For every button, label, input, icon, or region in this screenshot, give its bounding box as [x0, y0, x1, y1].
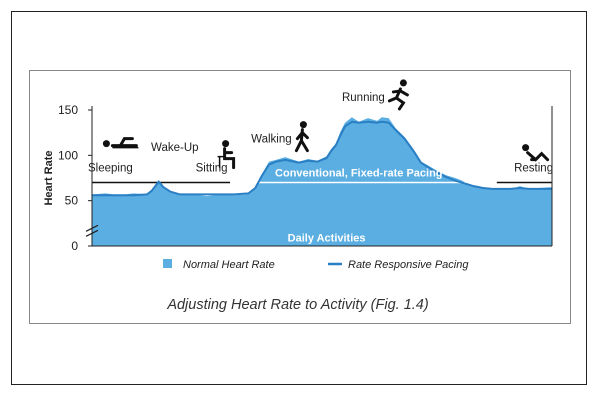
sleeping-person-icon	[102, 137, 139, 149]
series-rate-responsive-pacing-line	[92, 120, 552, 197]
axis-break-mark	[85, 224, 99, 232]
activity-label-sitting: Sitting	[196, 163, 228, 175]
y-tick-label: 150	[58, 103, 78, 117]
y-tick-label: 0	[71, 239, 78, 253]
activity-label-resting: Resting	[514, 163, 553, 175]
sitting-person-icon	[217, 140, 236, 170]
legend-swatch	[163, 259, 172, 268]
y-axis-title: Heart Rate	[43, 150, 55, 205]
resting-person-icon	[522, 144, 550, 162]
activity-label-running: Running	[342, 92, 385, 104]
series-normal-heart-rate-area	[92, 117, 552, 247]
walking-person-icon	[294, 121, 309, 153]
legend-item-rate-responsive-pacing: Rate Responsive Pacing	[328, 259, 469, 271]
activity-label-sleeping: Sleeping	[88, 163, 133, 175]
fixed-rate-pacing-label: Conventional, Fixed-rate Pacing	[275, 168, 442, 180]
figure-caption: Adjusting Heart Rate to Activity (Fig. 1…	[166, 297, 428, 313]
activity-label-walking: Walking	[251, 134, 291, 146]
outer-frame	[11, 11, 587, 385]
axis-break-mark	[85, 229, 99, 237]
activity-label-wake-up: Wake-Up	[151, 142, 199, 154]
legend-label: Rate Responsive Pacing	[348, 259, 469, 271]
legend-label: Normal Heart Rate	[183, 259, 275, 271]
y-tick-label: 100	[58, 148, 78, 162]
running-person-icon	[387, 79, 409, 111]
legend-item-normal-heart-rate: Normal Heart Rate	[163, 259, 275, 271]
daily-activities-label: Daily Activities	[288, 232, 366, 244]
y-tick-label: 50	[65, 194, 79, 208]
figure-frame	[29, 70, 571, 324]
